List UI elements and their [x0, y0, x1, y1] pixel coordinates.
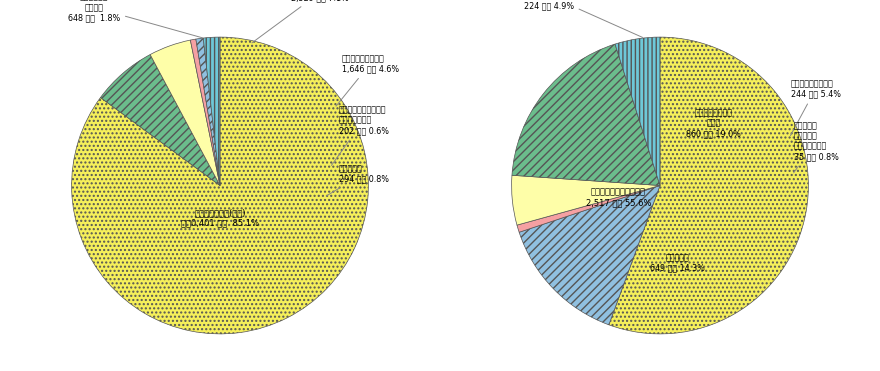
Wedge shape: [71, 37, 369, 334]
Wedge shape: [512, 44, 660, 186]
Wedge shape: [517, 186, 660, 232]
Text: 情報通信機械器具
製造業
860 億円 19.0%: 情報通信機械器具 製造業 860 億円 19.0%: [686, 108, 741, 138]
Wedge shape: [615, 37, 660, 186]
Text: その他の製造業(合計)
３兆0,401 億円  85.1%: その他の製造業(合計) ３兆0,401 億円 85.1%: [181, 209, 259, 228]
Text: 電気機械器具製造業
1,646 億円 4.6%: 電気機械器具製造業 1,646 億円 4.6%: [336, 54, 399, 106]
Wedge shape: [609, 37, 809, 334]
Text: その他の産業
（合計）
224 億円 4.9%: その他の産業 （合計） 224 億円 4.9%: [524, 0, 642, 37]
Wedge shape: [100, 55, 220, 186]
Text: 情報通信業
294 億円 0.8%: 情報通信業 294 億円 0.8%: [326, 164, 389, 196]
Wedge shape: [519, 186, 660, 325]
Wedge shape: [150, 40, 220, 186]
Text: その他の産業
（合計）
648 億円  1.8%: その他の産業 （合計） 648 億円 1.8%: [68, 0, 202, 38]
Text: 電子部品・デバイス・
電子回路製造業
202 億円 0.6%: 電子部品・デバイス・ 電子回路製造業 202 億円 0.6%: [332, 105, 389, 165]
Text: 情報通信業
649 億円 14.3%: 情報通信業 649 億円 14.3%: [650, 253, 705, 272]
Text: 電子部品・
デバイス・
電子回路製造業
35 億円 0.8%: 電子部品・ デバイス・ 電子回路製造業 35 億円 0.8%: [794, 121, 839, 173]
Wedge shape: [511, 175, 660, 225]
Text: 情報通信機械器具製造業
2,529 億円 7.1%: 情報通信機械器具製造業 2,529 億円 7.1%: [252, 0, 349, 43]
Wedge shape: [196, 38, 220, 186]
Text: その他の製造業（合計）
2,517 億円 55.6%: その他の製造業（合計） 2,517 億円 55.6%: [586, 188, 651, 207]
Wedge shape: [203, 37, 220, 186]
Text: 電気機械器具製造業
244 億円 5.4%: 電気機械器具製造業 244 億円 5.4%: [790, 79, 840, 135]
Wedge shape: [190, 39, 220, 186]
